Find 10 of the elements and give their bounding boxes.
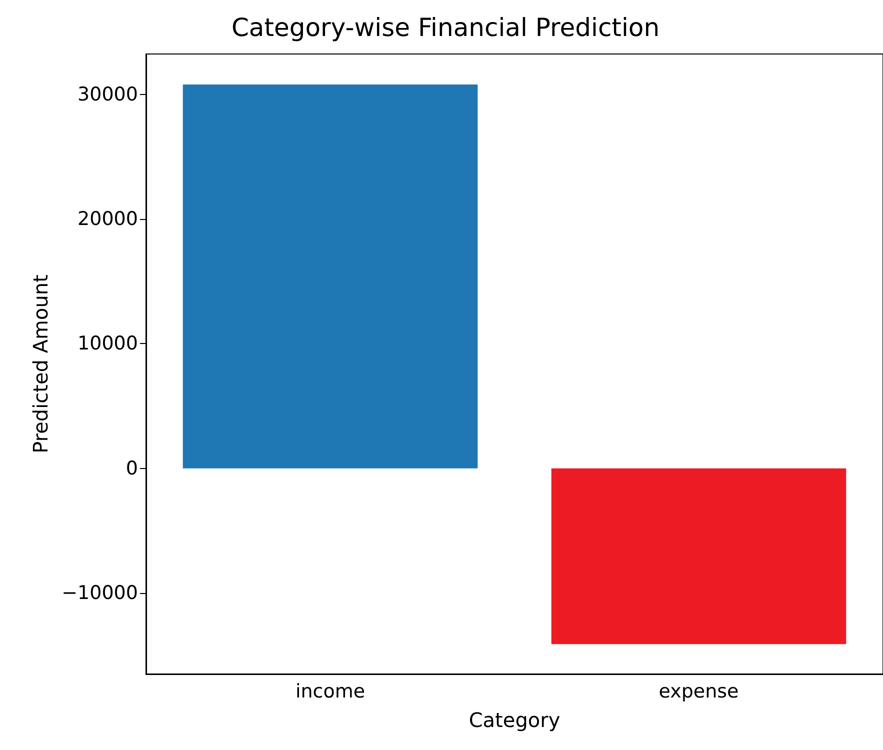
- x-tick-label: expense: [658, 680, 739, 702]
- chart-title: Category-wise Financial Prediction: [231, 13, 660, 42]
- y-axis-title: Predicted Amount: [28, 274, 53, 454]
- x-axis-title: Category: [468, 708, 560, 732]
- y-tick-label: 20000: [78, 208, 138, 230]
- y-tick-label: −10000: [62, 582, 138, 604]
- y-tick-label: 30000: [78, 84, 138, 106]
- y-tick-label: 0: [126, 457, 138, 480]
- y-tick-label: 10000: [78, 332, 138, 355]
- x-tick-label: income: [295, 680, 366, 702]
